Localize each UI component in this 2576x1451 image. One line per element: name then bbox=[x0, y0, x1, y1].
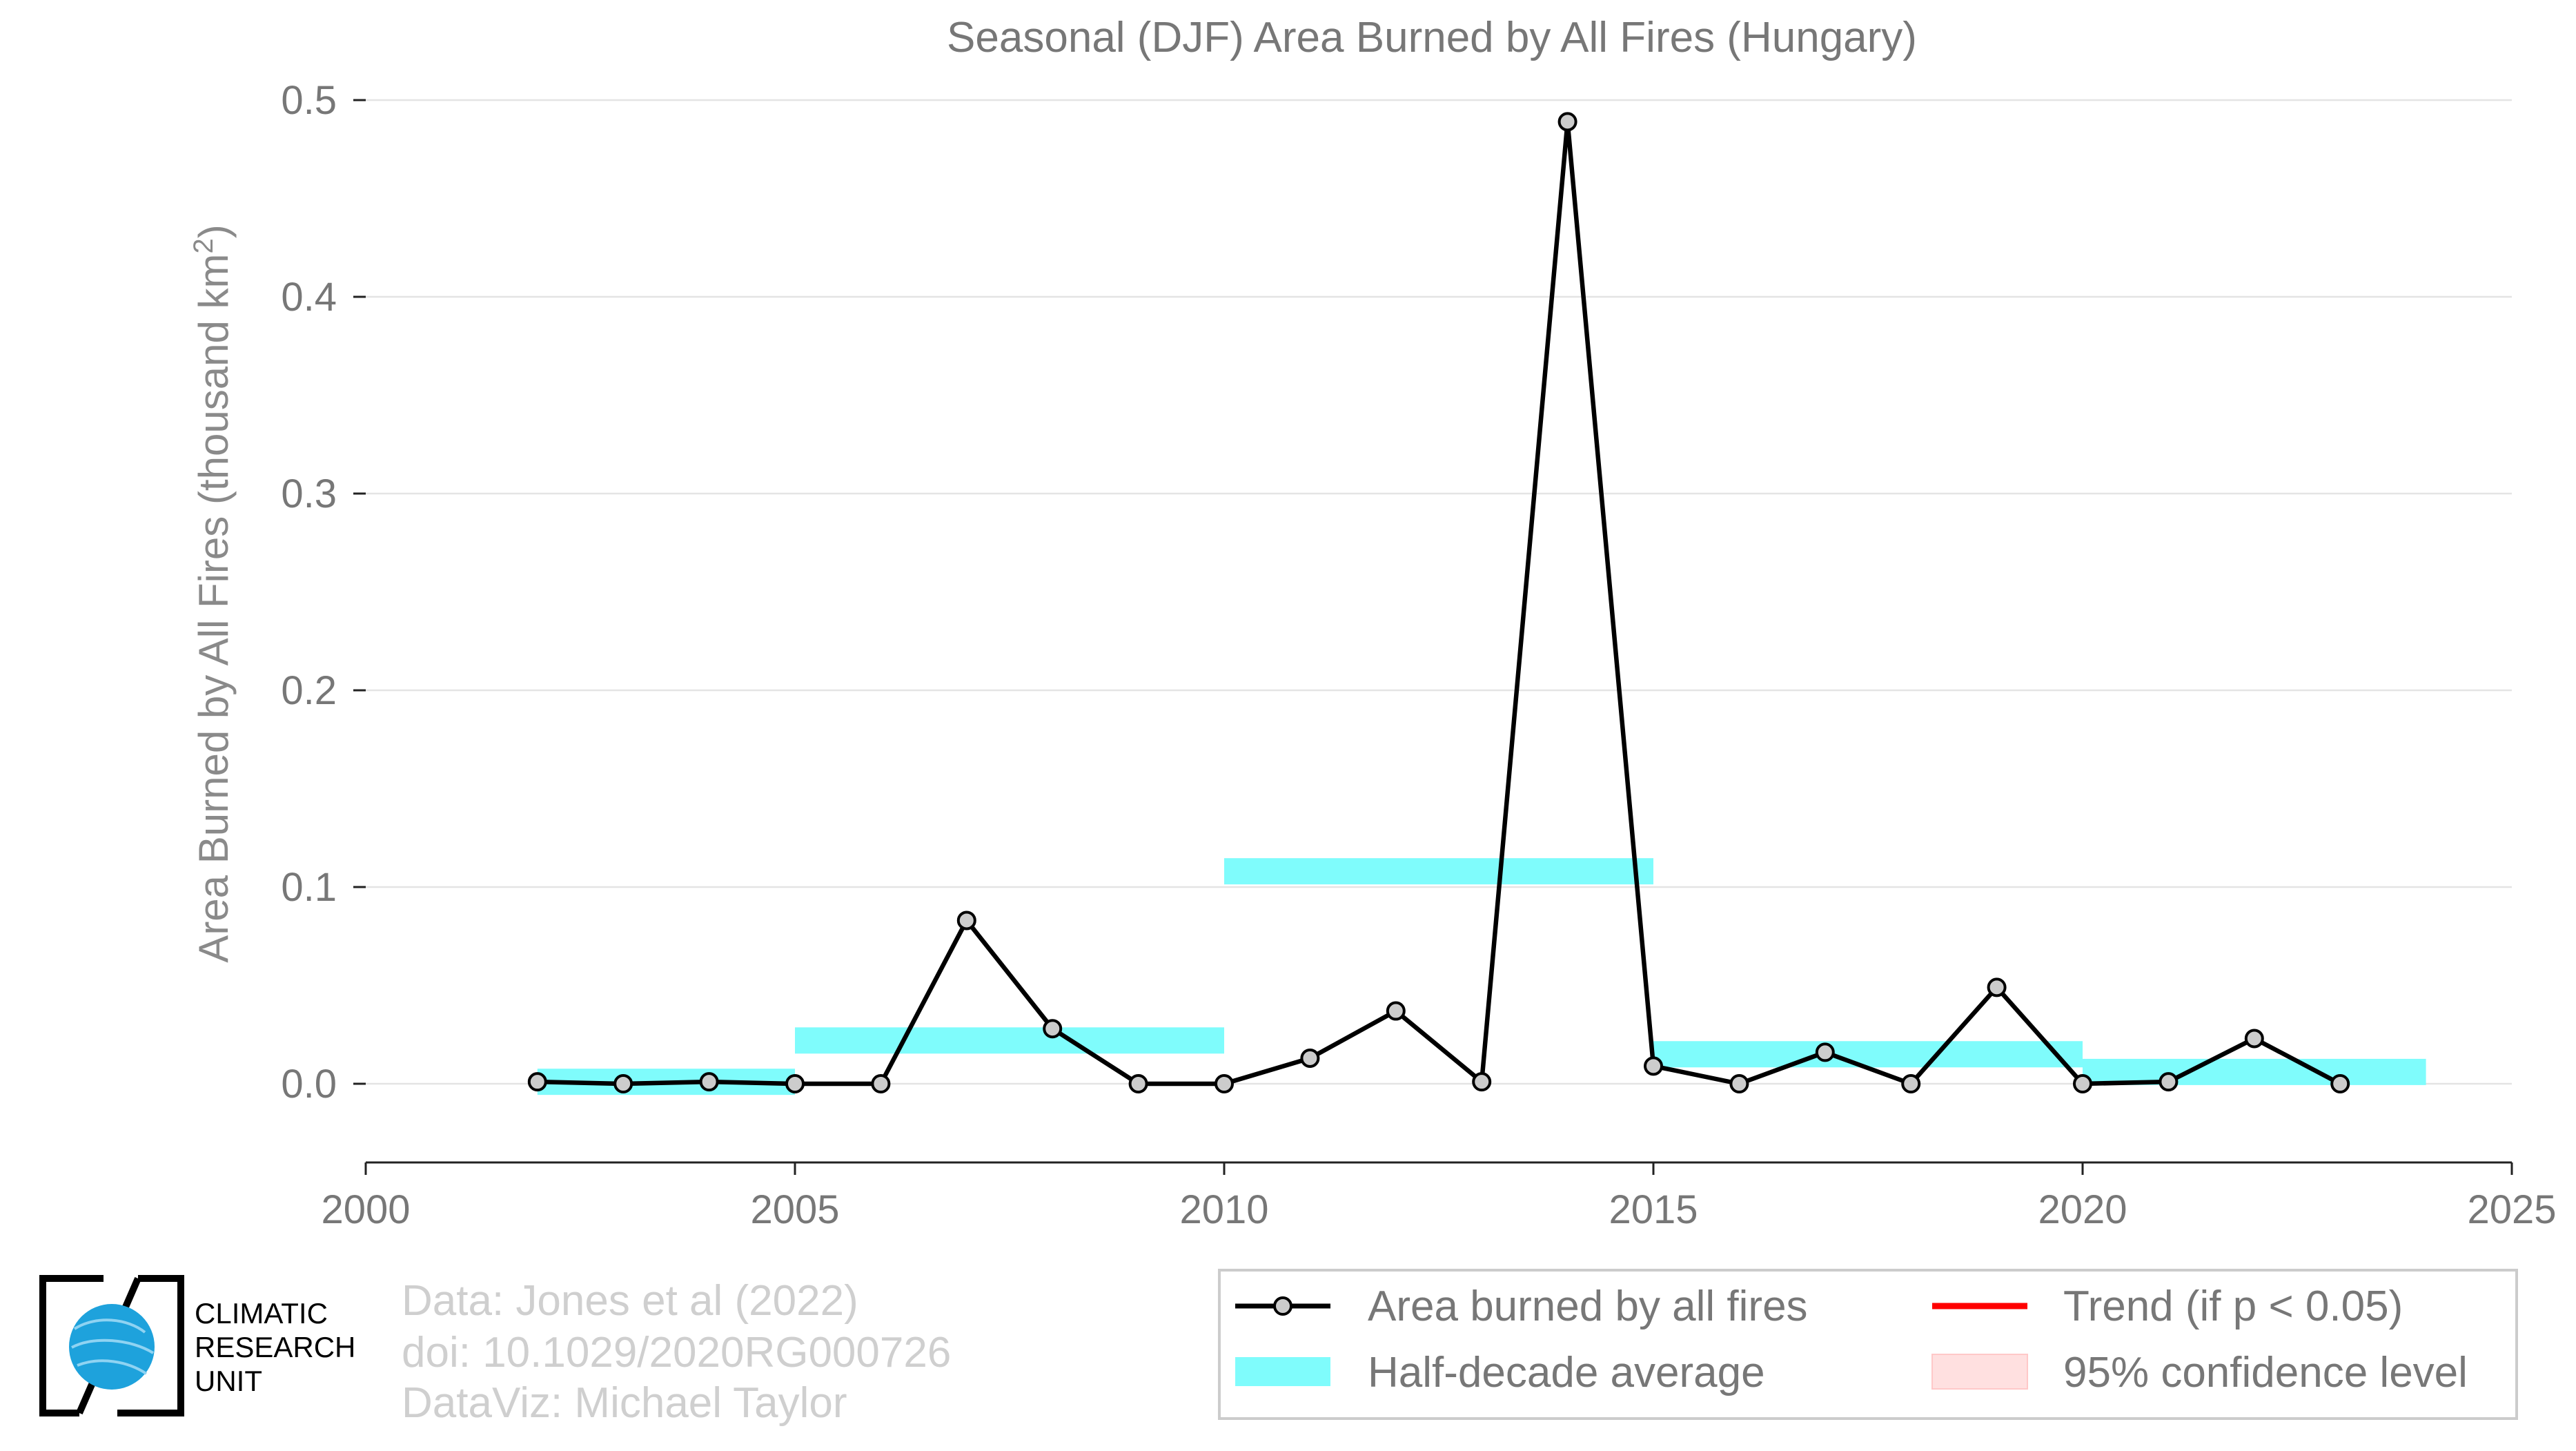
half-decade-average-layer bbox=[537, 858, 2426, 1095]
credit-doi: doi: 10.1029/2020RG000726 bbox=[402, 1329, 951, 1376]
credit-data-source: Data: Jones et al (2022) bbox=[402, 1277, 858, 1325]
legend-average-key bbox=[1235, 1357, 1330, 1386]
legend-label-area-burned: Area burned by all fires bbox=[1368, 1283, 1808, 1330]
y-axis-title-sup: 2 bbox=[188, 238, 219, 253]
data-point bbox=[871, 1074, 891, 1093]
data-point bbox=[1729, 1074, 1749, 1093]
y-axis-title: Area Burned by All Fires (thousand km2) bbox=[188, 224, 237, 962]
data-point bbox=[1215, 1074, 1234, 1093]
data-point bbox=[2073, 1074, 2092, 1093]
series-layer bbox=[527, 112, 2350, 1093]
logo-line-2: RESEARCH bbox=[195, 1331, 355, 1363]
credit-dataviz: DataViz: Michael Taylor bbox=[402, 1379, 847, 1427]
y-axis-title-main: Area Burned by All Fires (thousand km bbox=[190, 254, 237, 963]
data-point bbox=[1987, 977, 2007, 997]
x-tick-label: 2005 bbox=[750, 1187, 839, 1232]
cru-logo: CLIMATIC RESEARCH UNIT bbox=[39, 1275, 355, 1416]
data-point bbox=[2244, 1029, 2264, 1049]
data-point bbox=[2159, 1072, 2179, 1092]
credits: Data: Jones et al (2022) doi: 10.1029/20… bbox=[402, 1277, 951, 1427]
data-point bbox=[2330, 1074, 2350, 1093]
data-point bbox=[1472, 1072, 1492, 1092]
legend-confidence-key bbox=[1931, 1354, 2028, 1390]
half-decade-average-bar bbox=[1224, 858, 1653, 885]
x-tick-label: 2000 bbox=[321, 1187, 410, 1232]
globe-icon-swirl bbox=[71, 1318, 155, 1375]
logo-line-1: CLIMATIC bbox=[195, 1297, 328, 1330]
half-decade-average-bar bbox=[795, 1027, 1224, 1054]
data-point bbox=[1128, 1074, 1148, 1093]
legend-label-trend: Trend (if p < 0.05) bbox=[2063, 1283, 2403, 1330]
x-tick-label: 2020 bbox=[2038, 1187, 2127, 1232]
data-point bbox=[1300, 1048, 1320, 1068]
legend-label-half-decade: Half-decade average bbox=[1368, 1349, 1765, 1396]
legend-label-confidence: 95% confidence level bbox=[2063, 1349, 2468, 1396]
x-tick-label: 2010 bbox=[1179, 1187, 1268, 1232]
data-point bbox=[785, 1074, 805, 1093]
axis-layer: 0.0 0.1 0.2 0.3 0.4 0.5 2000 2005 2010 2015 2020 20… bbox=[281, 78, 2556, 1232]
data-point bbox=[527, 1072, 547, 1092]
x-tick-label: 2025 bbox=[2467, 1187, 2556, 1232]
half-decade-average-bar bbox=[1653, 1041, 2083, 1068]
legend-box bbox=[1218, 1269, 2518, 1420]
y-axis-title-end: ) bbox=[190, 224, 237, 238]
data-point bbox=[1043, 1019, 1063, 1039]
data-point bbox=[1557, 112, 1577, 132]
data-point bbox=[699, 1072, 719, 1092]
y-tick-label: 0.3 bbox=[281, 471, 337, 516]
grid-layer bbox=[366, 99, 2512, 1085]
y-tick-label: 0.1 bbox=[281, 865, 337, 910]
data-point bbox=[1386, 1001, 1406, 1021]
globe-icon bbox=[69, 1304, 155, 1390]
y-tick-label: 0.4 bbox=[281, 275, 337, 320]
y-tick-label: 0.2 bbox=[281, 668, 337, 713]
data-point bbox=[1815, 1042, 1835, 1062]
data-point bbox=[613, 1074, 633, 1093]
y-tick-label: 0.5 bbox=[281, 78, 337, 123]
chart-title: Seasonal (DJF) Area Burned by All Fires … bbox=[947, 14, 1917, 61]
logo-line-3: UNIT bbox=[195, 1365, 262, 1397]
data-point bbox=[956, 910, 976, 931]
legend-marker-key bbox=[1273, 1296, 1292, 1316]
y-tick-label: 0.0 bbox=[281, 1062, 337, 1107]
legend: Area burned by all fires Trend (if p < 0… bbox=[1218, 1269, 2518, 1420]
series-line bbox=[537, 119, 2341, 1087]
data-point bbox=[1901, 1074, 1921, 1093]
data-point bbox=[1644, 1056, 1663, 1076]
x-tick-label: 2015 bbox=[1609, 1187, 1698, 1232]
